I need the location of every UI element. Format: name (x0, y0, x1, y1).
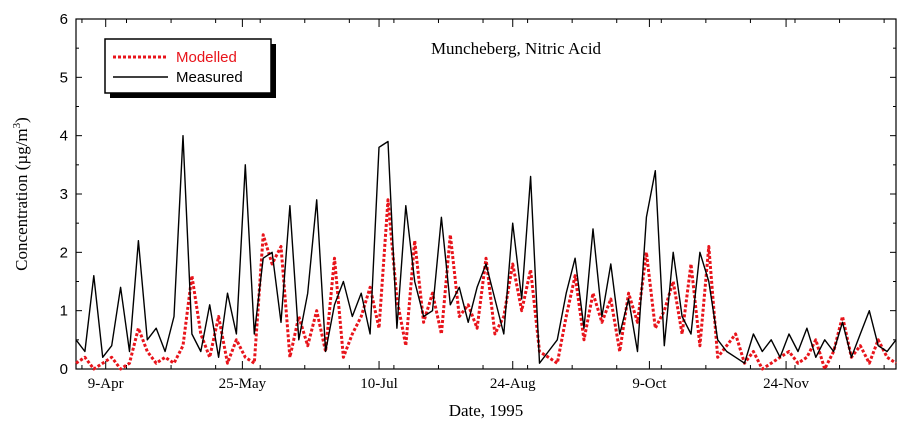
y-tick-label: 4 (60, 128, 68, 145)
y-axis-title-main: Concentration (µg/m (12, 128, 31, 270)
legend-box (104, 38, 272, 94)
y-tick-label: 3 (60, 186, 68, 203)
y-axis-title-suffix: ) (12, 117, 31, 123)
chart-title: Muncheberg, Nitric Acid (431, 39, 602, 58)
y-tick-label: 5 (60, 69, 68, 86)
y-tick-label: 1 (60, 303, 68, 320)
y-axis-title-superscript: 3 (11, 122, 23, 128)
legend: Modelled Measured (104, 38, 276, 98)
x-tick-label: 25-May (219, 376, 267, 392)
x-tick-label: 24-Aug (490, 376, 536, 392)
y-axis: 0 1 2 3 4 5 6 (60, 11, 896, 378)
y-tick-label: 2 (60, 244, 68, 261)
y-axis-title: Concentration (µg/m3) (11, 117, 31, 271)
x-axis: 9-Apr 25-May 10-Jul 24-Aug 9-Oct 24-Nov (81, 19, 885, 392)
series-layer (75, 134, 897, 371)
legend-label-measured: Measured (176, 69, 243, 86)
x-tick-label: 10-Jul (360, 376, 398, 392)
y-tick-label: 6 (60, 11, 68, 28)
y-tick-label: 0 (60, 361, 68, 378)
x-tick-label: 9-Oct (632, 376, 667, 392)
series-line-measured (75, 134, 897, 364)
x-tick-label: 9-Apr (88, 376, 124, 392)
x-tick-label: 24-Nov (763, 376, 809, 392)
legend-label-modelled: Modelled (176, 49, 237, 66)
series-line-modelled (75, 198, 897, 371)
x-axis-title: Date, 1995 (449, 401, 524, 420)
